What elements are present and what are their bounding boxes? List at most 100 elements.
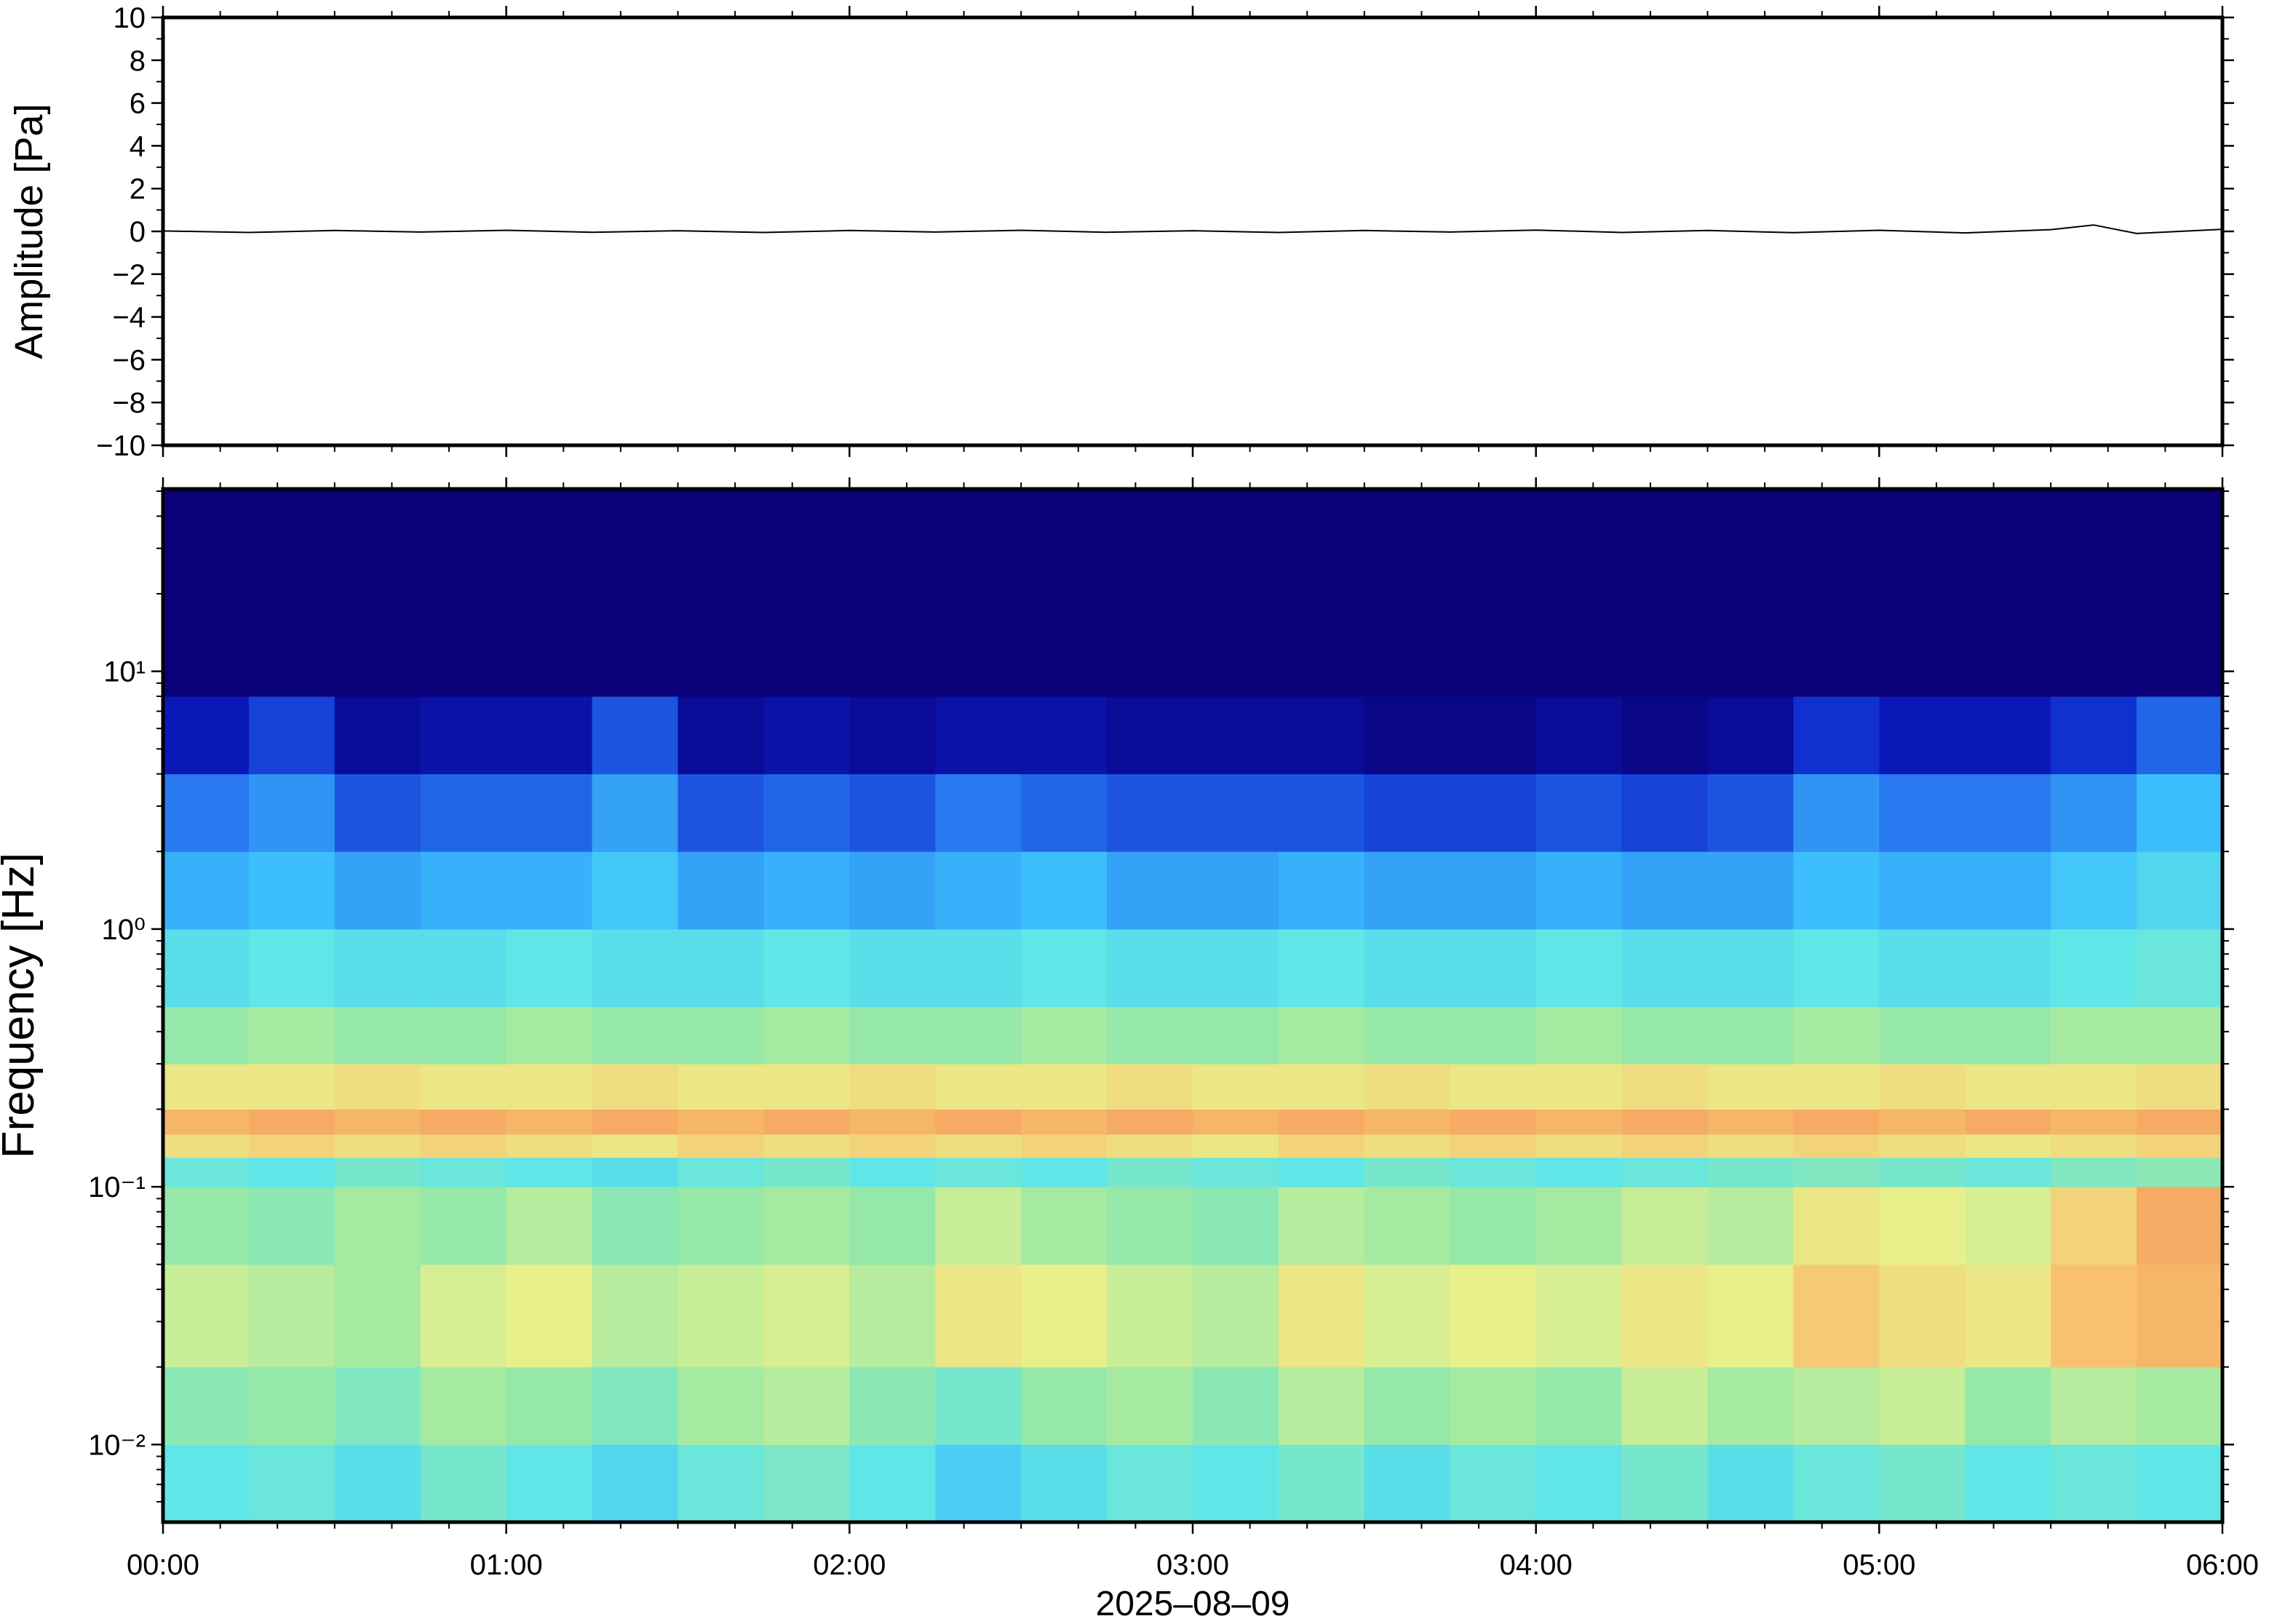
spectrogram-cell bbox=[849, 773, 936, 852]
spectrogram-cell bbox=[1535, 1134, 1623, 1158]
spectrogram-cell bbox=[677, 851, 764, 930]
spectrogram-cell bbox=[1965, 1109, 2051, 1135]
spectrogram-cell bbox=[506, 696, 593, 775]
spectrogram-cell bbox=[935, 1366, 1022, 1445]
spectrogram-cell bbox=[334, 1187, 421, 1265]
spectrogram-cell bbox=[1965, 1264, 2051, 1368]
spectrogram-cell bbox=[1364, 489, 1451, 697]
spectrogram-cell bbox=[849, 1264, 936, 1368]
spectrogram-cell bbox=[2137, 1366, 2223, 1445]
spectrogram-cell bbox=[1965, 851, 2051, 930]
spectrogram-cell bbox=[1450, 851, 1537, 930]
spectrogram-cell bbox=[1364, 1064, 1451, 1110]
spectrogram-cell bbox=[592, 1264, 678, 1368]
spectrogram-cell bbox=[163, 1109, 250, 1135]
spectrogram-cell bbox=[1107, 928, 1193, 1008]
spectrogram-cell bbox=[763, 1006, 850, 1064]
y-tick-label: 0 bbox=[130, 216, 146, 248]
spectrogram-cell bbox=[506, 1006, 593, 1064]
y-tick-label: 6 bbox=[130, 88, 146, 120]
spectrogram-cell bbox=[506, 1444, 593, 1523]
spectrogram-cell bbox=[935, 1187, 1022, 1265]
spectrogram-cell bbox=[420, 1187, 507, 1265]
spectrogram-cell bbox=[1107, 1444, 1193, 1523]
spectrogram-cell bbox=[2137, 1006, 2223, 1064]
spectrogram-cell bbox=[2137, 489, 2223, 697]
spectrogram-cell bbox=[1793, 1064, 1880, 1110]
spectrogram-cell bbox=[334, 1157, 421, 1187]
spectrogram-cell bbox=[163, 773, 250, 852]
spectrogram-cell bbox=[248, 1006, 335, 1064]
spectrogram-cell bbox=[1707, 1444, 1794, 1523]
spectrogram-cell bbox=[935, 696, 1022, 775]
spectrogram-cell bbox=[1535, 1444, 1623, 1523]
spectrogram-cell bbox=[1707, 1264, 1794, 1368]
spectrogram-cell bbox=[1535, 1006, 1623, 1064]
y-axis-label: Amplitude [Pa] bbox=[7, 103, 51, 359]
spectrogram-cell bbox=[1707, 1006, 1794, 1064]
spectrogram-cell bbox=[592, 1064, 678, 1110]
spectrogram-cell bbox=[2051, 1109, 2137, 1135]
spectrogram-cell bbox=[1621, 696, 1708, 775]
spectrogram-cell bbox=[763, 851, 850, 930]
spectrogram-cell bbox=[677, 1134, 764, 1158]
spectrogram-cell bbox=[1450, 1134, 1537, 1158]
spectrogram-cell bbox=[420, 489, 507, 697]
spectrogram-cell bbox=[592, 1134, 678, 1158]
spectrogram-cell bbox=[2137, 1264, 2223, 1368]
plot-frame bbox=[161, 487, 2225, 1524]
spectrogram-cell bbox=[1278, 489, 1365, 697]
spectrogram-cell bbox=[248, 1366, 335, 1445]
spectrogram-cell bbox=[1107, 1006, 1193, 1064]
spectrogram-cell bbox=[506, 489, 593, 697]
spectrogram-cell bbox=[420, 696, 507, 775]
spectrogram-cell bbox=[1021, 489, 1108, 697]
spectrogram-cell bbox=[1021, 696, 1108, 775]
spectrogram-cell bbox=[1793, 696, 1880, 775]
spectrogram-cell bbox=[420, 1134, 507, 1158]
spectrogram-cell bbox=[935, 851, 1022, 930]
spectrogram-cell bbox=[592, 1006, 678, 1064]
spectrogram-cell bbox=[163, 1006, 250, 1064]
spectrogram-cell bbox=[1535, 773, 1623, 852]
spectrogram-cell bbox=[677, 1366, 764, 1445]
spectrogram-cell bbox=[849, 851, 936, 930]
spectrogram-cell bbox=[2051, 1134, 2137, 1158]
spectrogram-cell bbox=[2137, 1157, 2223, 1187]
spectrogram-cell bbox=[163, 1264, 250, 1368]
spectrogram-cell bbox=[420, 1366, 507, 1445]
spectrogram-cell bbox=[1707, 1157, 1794, 1187]
spectrogram-cell bbox=[1107, 1109, 1193, 1135]
spectrogram-cell bbox=[1021, 851, 1108, 930]
spectrogram-cell bbox=[1965, 1366, 2051, 1445]
spectrogram-cell bbox=[506, 773, 593, 852]
spectrogram-cell bbox=[1879, 1134, 1966, 1158]
spectrogram-cell bbox=[849, 1366, 936, 1445]
spectrogram-cell bbox=[763, 1366, 850, 1445]
spectrogram-cell bbox=[1535, 1264, 1623, 1368]
spectrogram-cell bbox=[1193, 1064, 1279, 1110]
y-tick-label: −2 bbox=[112, 259, 146, 291]
x-tick-label: 05:00 bbox=[1843, 1549, 1915, 1581]
spectrogram-cell bbox=[763, 1064, 850, 1110]
spectrogram-cell bbox=[1793, 1264, 1880, 1368]
spectrogram-cell bbox=[1278, 1006, 1365, 1064]
spectrogram-cell bbox=[1879, 489, 1966, 697]
spectrogram-cell bbox=[506, 1064, 593, 1110]
spectrogram-cell bbox=[1879, 1064, 1966, 1110]
spectrogram-cell bbox=[506, 1187, 593, 1265]
spectrogram-cell bbox=[1793, 1109, 1880, 1135]
spectrogram-cell bbox=[1793, 773, 1880, 852]
spectrogram-cell bbox=[935, 1444, 1022, 1523]
spectrogram-cell bbox=[1965, 489, 2051, 697]
spectrogram-cell bbox=[1107, 1366, 1193, 1445]
spectrogram-cell bbox=[935, 489, 1022, 697]
spectrogram-cell bbox=[1965, 1187, 2051, 1265]
spectrogram-cell bbox=[334, 1006, 421, 1064]
spectrogram-cell bbox=[1107, 1264, 1193, 1368]
spectrogram-cell bbox=[1621, 1444, 1708, 1523]
spectrogram-cell bbox=[248, 1157, 335, 1187]
spectrogram-cell bbox=[677, 773, 764, 852]
